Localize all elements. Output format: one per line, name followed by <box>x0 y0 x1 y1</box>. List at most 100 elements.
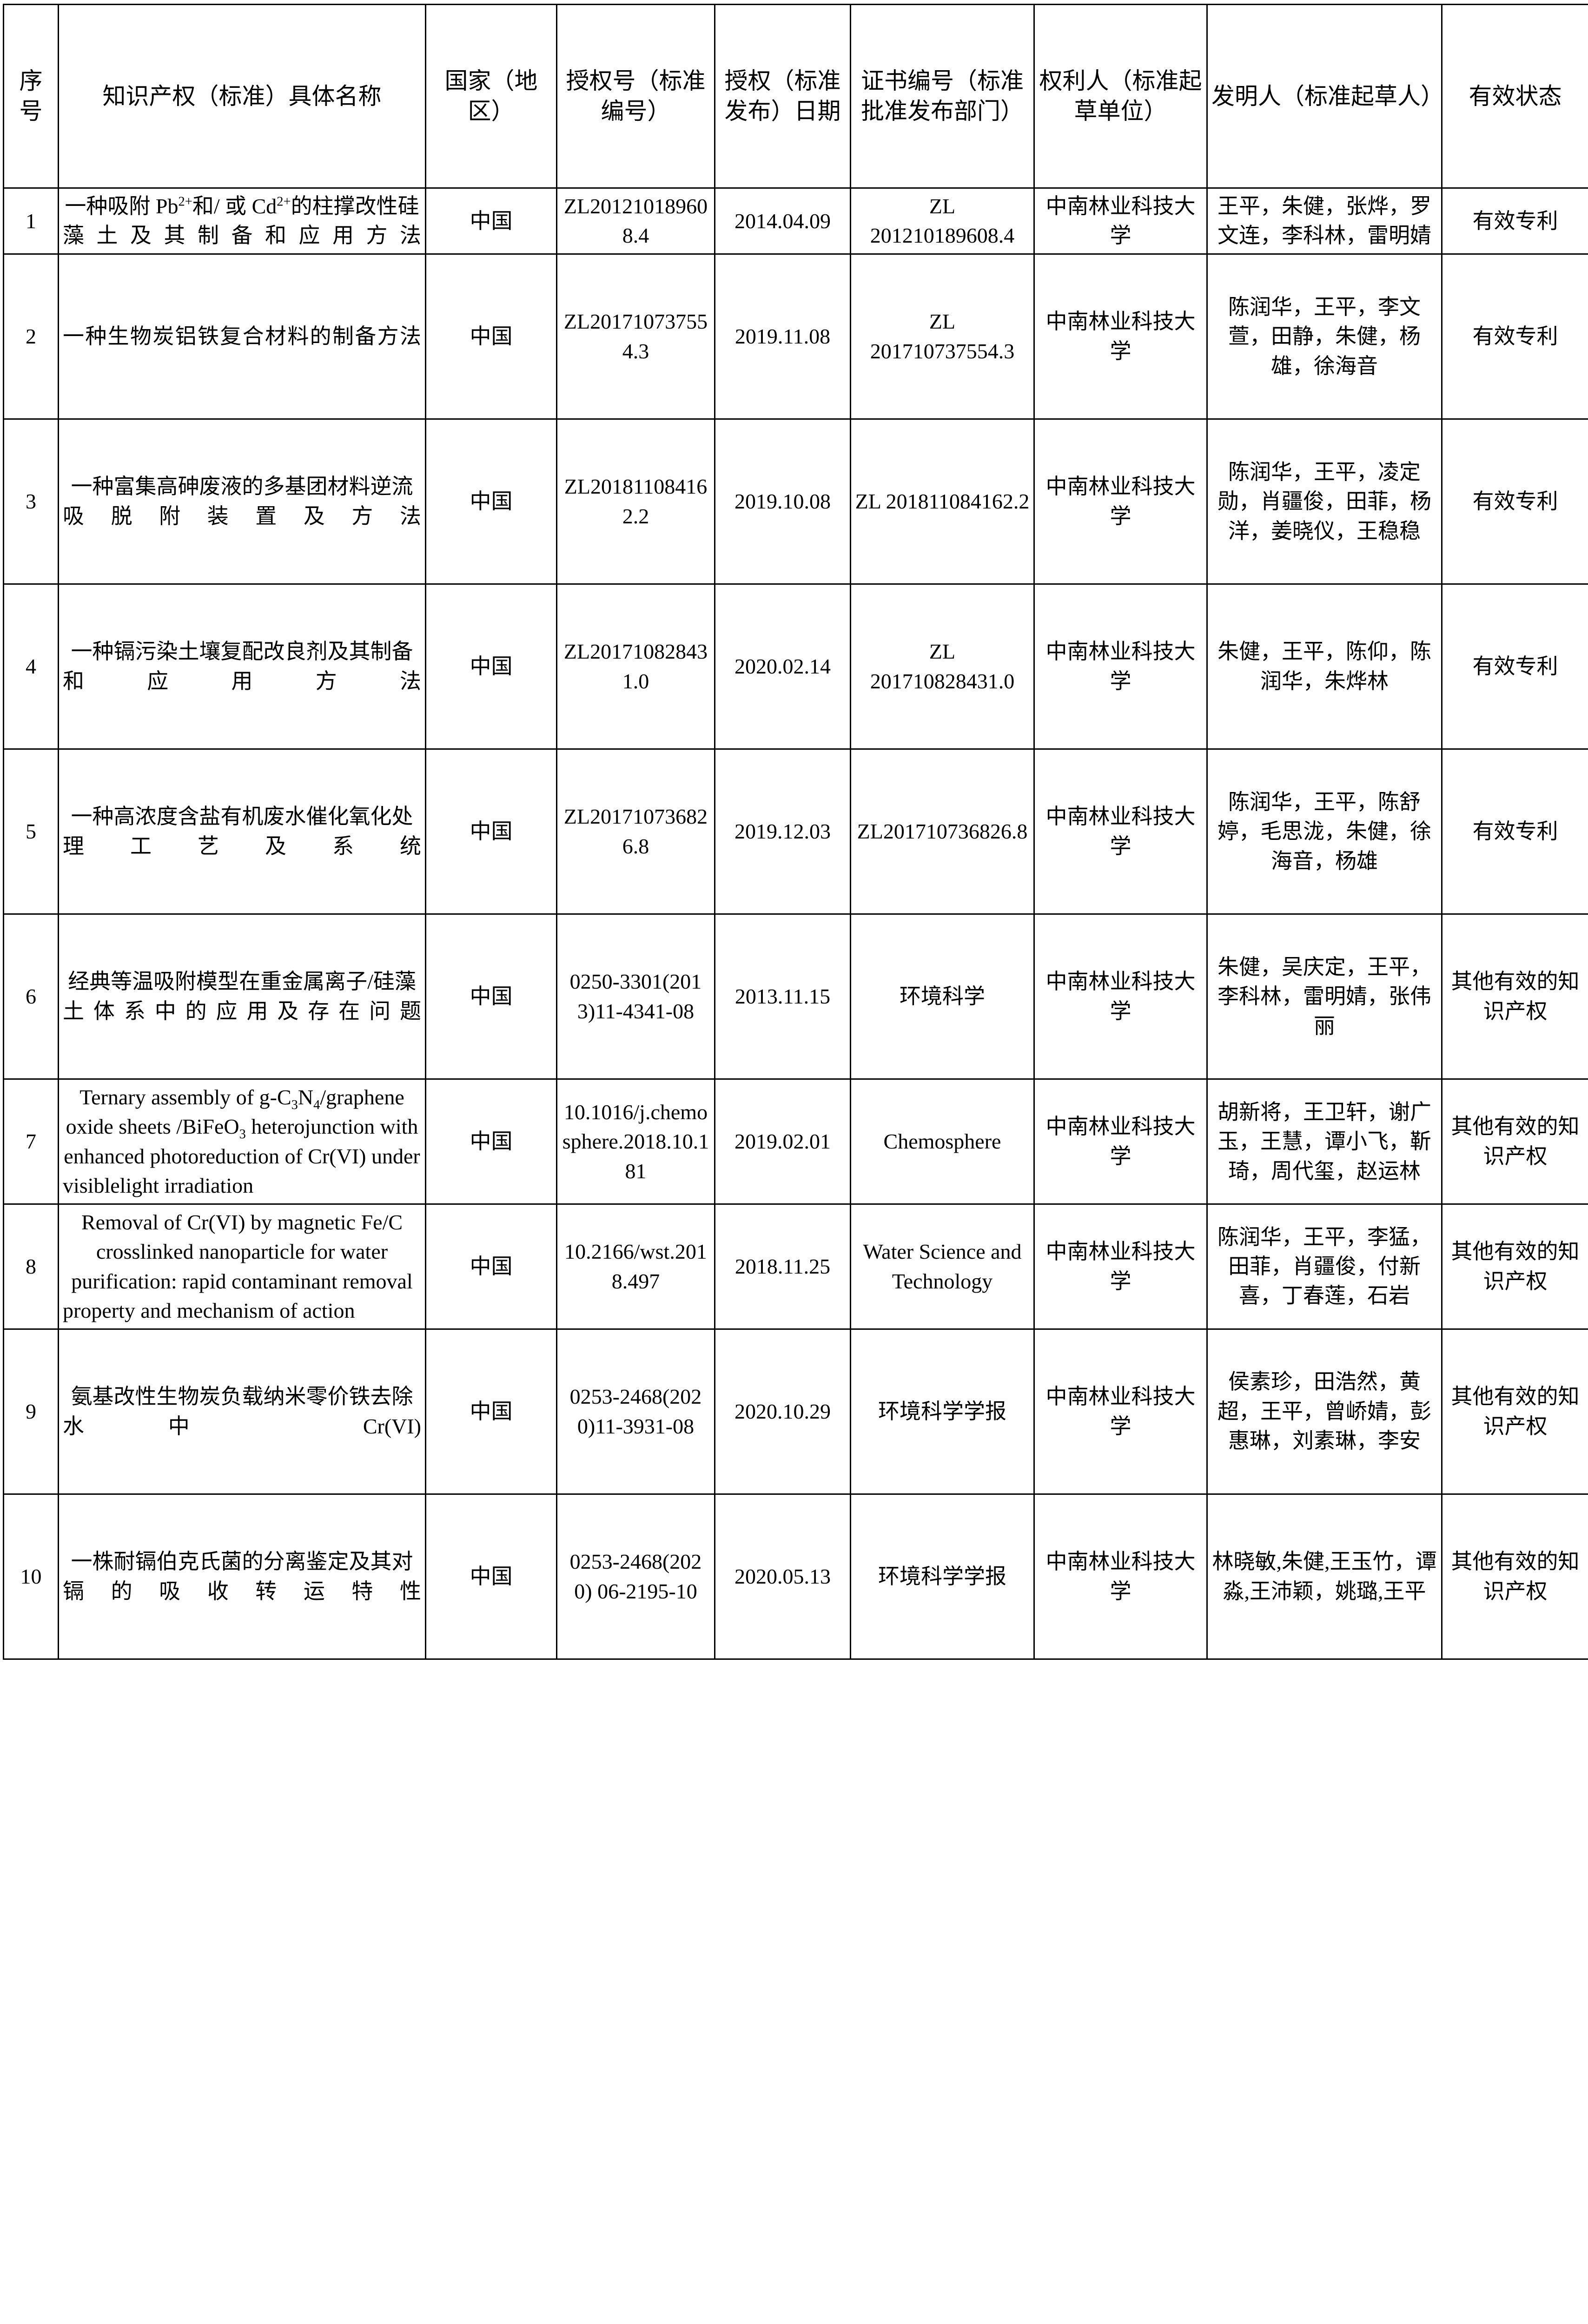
cell-sequence-number: 1 <box>3 187 59 255</box>
cell-rights-owner: 中南林业科技大学 <box>1033 187 1208 255</box>
cell-certificate-number: 环境科学学报 <box>850 1328 1035 1495</box>
cell-sequence-number: 10 <box>3 1493 59 1660</box>
cell-inventors: 陈润华，王平，李猛，田菲，肖疆俊，付新喜，丁春莲，石岩 <box>1206 1203 1442 1330</box>
cell-ip-title: 一种富集高砷废液的多基团材料逆流吸脱附装置及方法 <box>58 418 426 585</box>
column-header-inventors: 发明人（标准起草人） <box>1206 4 1444 189</box>
cell-rights-owner: 中南林业科技大学 <box>1033 913 1208 1080</box>
cell-grant-date: 2019.02.01 <box>714 1078 851 1205</box>
cell-rights-owner: 中南林业科技大学 <box>1033 1493 1208 1660</box>
cell-country: 中国 <box>425 1078 557 1205</box>
table-row: 4 一种镉污染土壤复配改良剂及其制备和应用方法 中国 ZL201710828431.0… <box>3 583 1588 750</box>
cell-grant-number: ZL201710736826.8 <box>556 748 715 915</box>
cell-sequence-number: 3 <box>3 418 59 585</box>
column-header-title: 知识产权（标准）具体名称 <box>58 4 426 189</box>
cell-sequence-number: 8 <box>3 1203 59 1330</box>
cell-country: 中国 <box>425 1203 557 1330</box>
cell-validity-status: 其他有效的知识产权 <box>1441 1203 1588 1330</box>
table-row: 2 一种生物炭铝铁复合材料的制备方法 中国 ZL201710737554.3 2019.… <box>3 253 1588 420</box>
column-header-status: 有效状态 <box>1441 4 1588 189</box>
cell-certificate-number: Water Science and Technology <box>850 1203 1035 1330</box>
cell-grant-date: 2014.04.09 <box>714 187 851 255</box>
cell-sequence-number: 2 <box>3 253 59 420</box>
cell-inventors: 胡新将，王卫轩，谢广玉，王慧，谭小飞，靳琦，周代玺，赵运林 <box>1206 1078 1442 1205</box>
cell-grant-number: ZL201710737554.3 <box>556 253 715 420</box>
cell-rights-owner: 中南林业科技大学 <box>1033 1328 1208 1495</box>
cell-grant-date: 2019.10.08 <box>714 418 851 585</box>
cell-grant-number: ZL201210189608.4 <box>556 187 715 255</box>
table-row: 8 Removal of Cr(VI) by magnetic Fe/C cros… <box>3 1203 1588 1330</box>
cell-grant-number: 10.2166/wst.2018.497 <box>556 1203 715 1330</box>
cell-ip-title: 一种吸附 Pb2+和/ 或 Cd2+的柱撑改性硅藻土及其制备和应用方法 <box>58 187 426 255</box>
cell-grant-number: ZL201710828431.0 <box>556 583 715 750</box>
table-row: 7 Ternary assembly of g-C3N4/graphene oxi… <box>3 1078 1588 1205</box>
cell-certificate-number: 环境科学 <box>850 913 1035 1080</box>
cell-rights-owner: 中南林业科技大学 <box>1033 253 1208 420</box>
cell-grant-number: 0253-2468(2020) 06-2195-10 <box>556 1493 715 1660</box>
cell-ip-title: 一种生物炭铝铁复合材料的制备方法 <box>58 253 426 420</box>
cell-grant-number: 10.1016/j.chemosphere.2018.10.181 <box>556 1078 715 1205</box>
cell-inventors: 朱健，王平，陈仰，陈润华，朱烨林 <box>1206 583 1442 750</box>
cell-certificate-number: ZL 201710828431.0 <box>850 583 1035 750</box>
cell-validity-status: 有效专利 <box>1441 418 1588 585</box>
cell-sequence-number: 5 <box>3 748 59 915</box>
cell-ip-title: 一种镉污染土壤复配改良剂及其制备和应用方法 <box>58 583 426 750</box>
table-body: 1 一种吸附 Pb2+和/ 或 Cd2+的柱撑改性硅藻土及其制备和应用方法 中国 ZL… <box>3 187 1588 1660</box>
cell-grant-date: 2019.12.03 <box>714 748 851 915</box>
cell-inventors: 陈润华，王平，凌定勋，肖疆俊，田菲，杨洋，姜晓仪，王稳稳 <box>1206 418 1442 585</box>
cell-ip-title: 一种高浓度含盐有机废水催化氧化处理工艺及系统 <box>58 748 426 915</box>
cell-certificate-number: ZL 201210189608.4 <box>850 187 1035 255</box>
cell-country: 中国 <box>425 1493 557 1660</box>
column-header-grant-date: 授权（标准发布）日期 <box>714 4 851 189</box>
cell-country: 中国 <box>425 1328 557 1495</box>
cell-ip-title: Ternary assembly of g-C3N4/graphene oxid… <box>58 1078 426 1205</box>
cell-certificate-number: 环境科学学报 <box>850 1493 1035 1660</box>
cell-sequence-number: 4 <box>3 583 59 750</box>
cell-grant-date: 2019.11.08 <box>714 253 851 420</box>
table-row: 6 经典等温吸附模型在重金属离子/硅藻土体系中的应用及存在问题 中国 0250-330… <box>3 913 1588 1080</box>
cell-country: 中国 <box>425 187 557 255</box>
cell-validity-status: 其他有效的知识产权 <box>1441 1493 1588 1660</box>
column-header-cert-no: 证书编号（标准批准发布部门） <box>850 4 1035 189</box>
column-header-owner: 权利人（标准起草单位） <box>1033 4 1208 189</box>
table-row: 3 一种富集高砷废液的多基团材料逆流吸脱附装置及方法 中国 ZL20181108416… <box>3 418 1588 585</box>
cell-inventors: 陈润华，王平，李文萱，田静，朱健，杨雄，徐海音 <box>1206 253 1442 420</box>
cell-rights-owner: 中南林业科技大学 <box>1033 418 1208 585</box>
table-row: 5 一种高浓度含盐有机废水催化氧化处理工艺及系统 中国 ZL201710736826.… <box>3 748 1588 915</box>
cell-rights-owner: 中南林业科技大学 <box>1033 1203 1208 1330</box>
cell-inventors: 朱健，吴庆定，王平，李科林，雷明婧，张伟丽 <box>1206 913 1442 1080</box>
cell-grant-number: ZL201811084162.2 <box>556 418 715 585</box>
table-row: 10 一株耐镉伯克氏菌的分离鉴定及其对镉的吸收转运特性 中国 0253-2468(20… <box>3 1493 1588 1660</box>
intellectual-property-table: 序号 知识产权（标准）具体名称 国家（地区） 授权号（标准编号） 授权（标准发布… <box>3 4 1588 1660</box>
cell-inventors: 林晓敏,朱健,王玉竹，谭淼,王沛颖，姚璐,王平 <box>1206 1493 1442 1660</box>
cell-ip-title: 一株耐镉伯克氏菌的分离鉴定及其对镉的吸收转运特性 <box>58 1493 426 1660</box>
cell-grant-date: 2020.02.14 <box>714 583 851 750</box>
column-header-country: 国家（地区） <box>425 4 557 189</box>
cell-rights-owner: 中南林业科技大学 <box>1033 583 1208 750</box>
cell-ip-title: Removal of Cr(VI) by magnetic Fe/C cross… <box>58 1203 426 1330</box>
cell-validity-status: 有效专利 <box>1441 187 1588 255</box>
cell-inventors: 王平，朱健，张烨，罗文连，李科林，雷明婧 <box>1206 187 1442 255</box>
cell-sequence-number: 9 <box>3 1328 59 1495</box>
cell-country: 中国 <box>425 748 557 915</box>
cell-sequence-number: 6 <box>3 913 59 1080</box>
cell-validity-status: 其他有效的知识产权 <box>1441 913 1588 1080</box>
column-header-seq: 序号 <box>3 4 59 189</box>
column-header-grant-no: 授权号（标准编号） <box>556 4 715 189</box>
cell-validity-status: 有效专利 <box>1441 583 1588 750</box>
cell-ip-title: 经典等温吸附模型在重金属离子/硅藻土体系中的应用及存在问题 <box>58 913 426 1080</box>
cell-grant-date: 2018.11.25 <box>714 1203 851 1330</box>
cell-rights-owner: 中南林业科技大学 <box>1033 748 1208 915</box>
cell-grant-number: 0250-3301(2013)11-4341-08 <box>556 913 715 1080</box>
cell-inventors: 陈润华，王平，陈舒婷，毛思泷，朱健，徐海音，杨雄 <box>1206 748 1442 915</box>
cell-rights-owner: 中南林业科技大学 <box>1033 1078 1208 1205</box>
cell-country: 中国 <box>425 418 557 585</box>
cell-certificate-number: ZL201710736826.8 <box>850 748 1035 915</box>
cell-validity-status: 其他有效的知识产权 <box>1441 1078 1588 1205</box>
cell-country: 中国 <box>425 913 557 1080</box>
cell-country: 中国 <box>425 583 557 750</box>
cell-grant-date: 2013.11.15 <box>714 913 851 1080</box>
cell-ip-title: 氨基改性生物炭负载纳米零价铁去除水中 Cr(VI) <box>58 1328 426 1495</box>
cell-certificate-number: Chemosphere <box>850 1078 1035 1205</box>
table-row: 9 氨基改性生物炭负载纳米零价铁去除水中 Cr(VI) 中国 0253-2468(20… <box>3 1328 1588 1495</box>
cell-grant-number: 0253-2468(2020)11-3931-08 <box>556 1328 715 1495</box>
